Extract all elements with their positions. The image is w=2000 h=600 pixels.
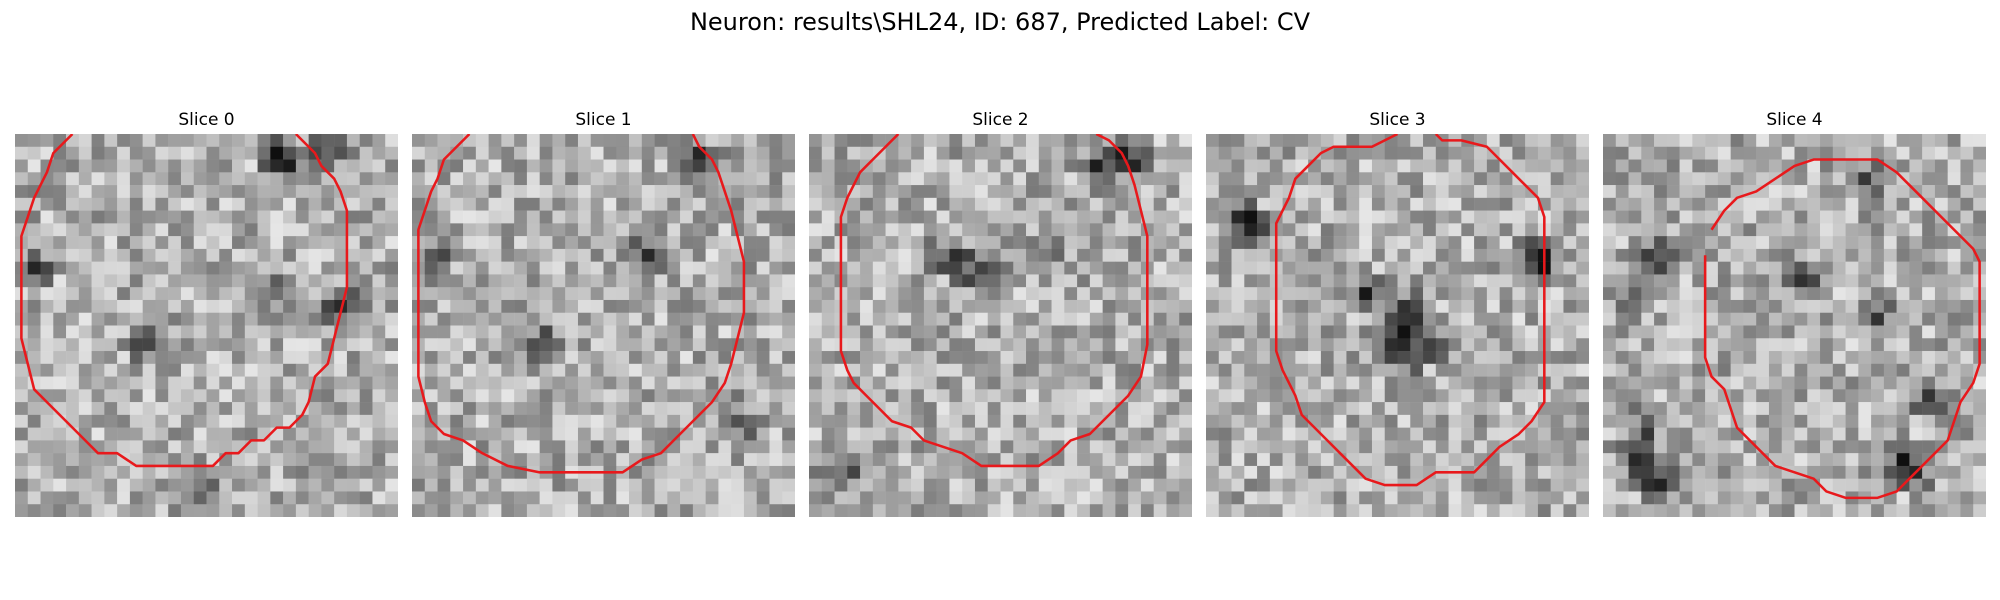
slice-title: Slice 4 (1766, 110, 1823, 130)
pixel-grid (809, 134, 1192, 517)
figure-title: Neuron: results\SHL24, ID: 687, Predicte… (689, 8, 1311, 36)
segmentation-contour (1703, 158, 1981, 500)
slice-panel-3: Slice 3 (1206, 110, 1589, 517)
slice-image (809, 134, 1192, 517)
slice-image (1206, 134, 1589, 517)
segmentation-contour (1274, 134, 1546, 487)
slice-title: Slice 1 (575, 110, 632, 130)
slice-image (1603, 134, 1986, 517)
slice-panel-2: Slice 2 (809, 110, 1192, 517)
slice-title: Slice 2 (972, 110, 1029, 130)
pixel-grid (1603, 134, 1986, 517)
slice-panel-4: Slice 4 (1603, 110, 1986, 517)
slice-panel-0: Slice 0 (15, 110, 398, 517)
segmentation-contour (417, 134, 746, 474)
pixel-grid (412, 134, 795, 517)
pixel-grid (15, 134, 398, 517)
slice-title: Slice 3 (1369, 110, 1426, 130)
slice-image (15, 134, 398, 517)
slice-panel-1: Slice 1 (412, 110, 795, 517)
slice-title: Slice 0 (178, 110, 235, 130)
slice-image (412, 134, 795, 517)
segmentation-contour (20, 134, 349, 468)
segmentation-contour (839, 134, 1149, 468)
